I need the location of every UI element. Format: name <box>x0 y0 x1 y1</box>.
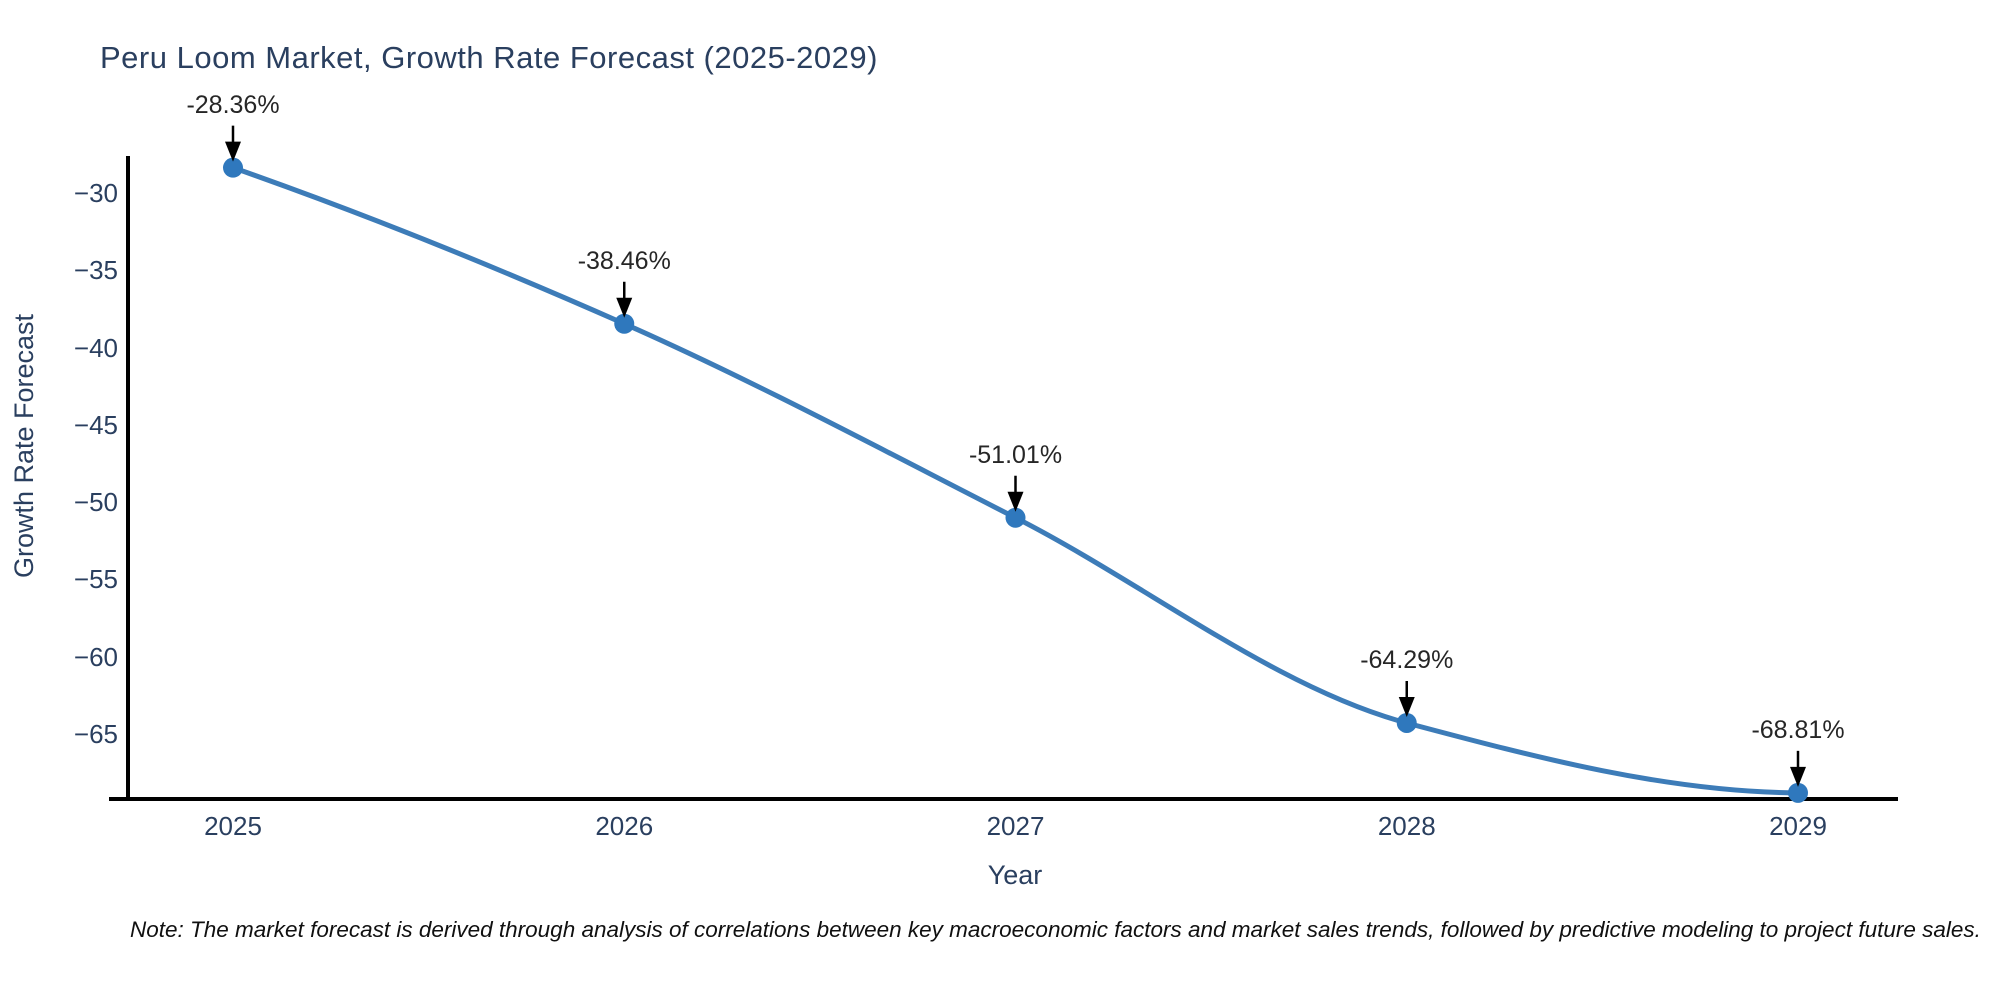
y-tick-label: −65 <box>73 718 118 749</box>
data-point-marker <box>1005 507 1026 528</box>
data-point-marker <box>614 313 635 334</box>
x-tick-label: 2028 <box>1377 811 1436 841</box>
y-tick-label: −55 <box>73 564 118 595</box>
y-tick-label: −40 <box>73 332 118 363</box>
x-tick-label: 2026 <box>595 811 654 841</box>
data-point-marker <box>223 157 243 178</box>
y-tick-label: −50 <box>73 487 118 518</box>
annotation-arrow-head <box>616 297 633 318</box>
x-tick-label: 2029 <box>1769 811 1827 841</box>
annotation-arrow-head <box>1007 491 1024 512</box>
data-point-label: -51.01% <box>968 440 1063 469</box>
x-axis-label: Year <box>987 860 1043 890</box>
data-point-label: -38.46% <box>577 246 671 275</box>
footnote: Note: The market forecast is derived thr… <box>130 917 1981 942</box>
x-tick-label: 2027 <box>986 811 1045 841</box>
data-point-label: -64.29% <box>1360 645 1454 674</box>
data-point-marker <box>1396 712 1417 733</box>
y-tick-label: −30 <box>73 178 118 208</box>
y-tick-label: −45 <box>73 409 118 440</box>
chart-title: Peru Loom Market, Growth Rate Forecast (… <box>100 40 878 75</box>
data-point-marker <box>1788 782 1808 803</box>
data-point-label: -68.81% <box>1751 715 1845 744</box>
y-tick-label: −60 <box>73 641 118 672</box>
annotation-arrow-head <box>1790 766 1806 787</box>
x-tick-label: 2025 <box>204 811 262 841</box>
data-point-label: -28.36% <box>186 90 280 119</box>
y-tick-label: −35 <box>73 255 118 286</box>
annotation-arrow-head <box>1398 696 1415 717</box>
annotation-arrow-head <box>225 141 241 162</box>
